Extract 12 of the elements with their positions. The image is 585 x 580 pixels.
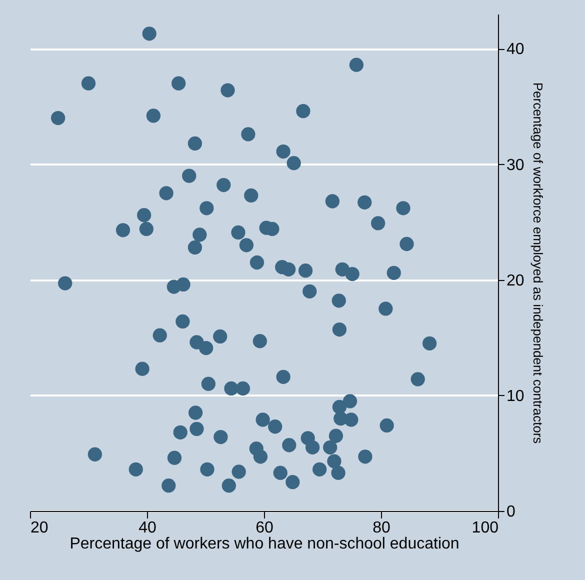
- x-axis-title: Percentage of workers who have non-school education: [70, 536, 460, 552]
- y-tick-label: 10: [506, 388, 524, 405]
- y-axis-title: Percentage of workforce employed as independent contractors: [530, 82, 546, 444]
- y-tick-label: 20: [506, 272, 524, 290]
- x-tick-label: 20: [30, 520, 48, 536]
- y-tick-label: 40: [506, 41, 524, 58]
- x-tick-label: 60: [256, 520, 274, 536]
- y-tick-label: 0: [506, 504, 516, 520]
- y-tick-label: 30: [506, 156, 524, 174]
- x-tick-label: 80: [372, 520, 390, 536]
- x-tick-label: 40: [138, 520, 156, 536]
- x-tick-label: 100: [472, 520, 499, 536]
